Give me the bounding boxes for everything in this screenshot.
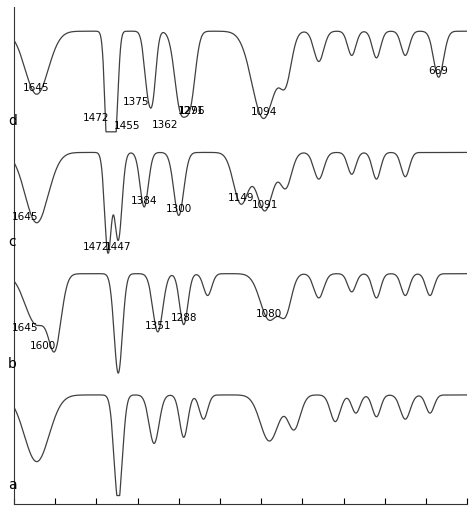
Text: 1645: 1645 xyxy=(11,212,38,222)
Text: d: d xyxy=(8,114,17,128)
Text: 1384: 1384 xyxy=(131,196,157,206)
Text: 1296: 1296 xyxy=(179,106,206,116)
Text: 1300: 1300 xyxy=(166,204,192,214)
Text: 1094: 1094 xyxy=(250,107,277,118)
Text: 1375: 1375 xyxy=(123,97,149,107)
Text: 1351: 1351 xyxy=(145,321,171,331)
Text: 1455: 1455 xyxy=(114,121,140,131)
Text: 1080: 1080 xyxy=(256,309,283,319)
Text: 1362: 1362 xyxy=(152,120,179,130)
Text: 1091: 1091 xyxy=(252,200,278,210)
Text: 1645: 1645 xyxy=(23,83,49,93)
Text: 669: 669 xyxy=(428,66,448,76)
Text: 1645: 1645 xyxy=(11,322,38,333)
Text: 1600: 1600 xyxy=(30,341,56,351)
Text: a: a xyxy=(8,478,17,492)
Text: 1149: 1149 xyxy=(228,193,254,203)
Text: c: c xyxy=(8,236,16,249)
Text: 1271: 1271 xyxy=(177,106,204,116)
Text: 1472: 1472 xyxy=(82,242,109,252)
Text: 1288: 1288 xyxy=(171,313,197,323)
Text: b: b xyxy=(8,357,17,370)
Text: 1447: 1447 xyxy=(105,242,131,252)
Text: 1472: 1472 xyxy=(82,113,109,123)
